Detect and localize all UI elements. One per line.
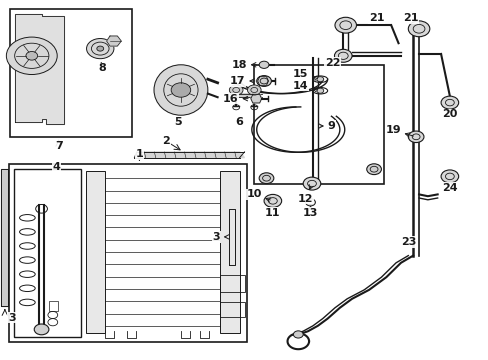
Text: 13: 13 <box>302 208 318 218</box>
Text: 24: 24 <box>441 183 457 193</box>
Bar <box>14 169 81 337</box>
Text: 19: 19 <box>385 125 413 137</box>
Bar <box>220 275 245 292</box>
Text: 1: 1 <box>135 149 143 159</box>
Text: 3: 3 <box>8 312 16 323</box>
Text: 17: 17 <box>229 76 254 86</box>
Circle shape <box>366 164 381 175</box>
Polygon shape <box>1 169 8 306</box>
Circle shape <box>259 61 268 68</box>
Bar <box>220 171 239 333</box>
Bar <box>9 164 246 342</box>
Circle shape <box>256 76 271 86</box>
Bar <box>49 301 58 311</box>
Bar <box>254 65 383 184</box>
Bar <box>85 171 105 333</box>
Circle shape <box>86 39 114 59</box>
Text: 11: 11 <box>264 208 280 218</box>
Bar <box>220 302 245 317</box>
Circle shape <box>305 199 315 206</box>
Circle shape <box>440 96 458 109</box>
Circle shape <box>6 37 57 75</box>
Circle shape <box>293 331 303 338</box>
Circle shape <box>334 17 356 33</box>
Text: 9: 9 <box>318 121 335 131</box>
Circle shape <box>407 131 423 143</box>
Circle shape <box>34 324 49 335</box>
Circle shape <box>171 83 190 97</box>
Circle shape <box>97 46 103 51</box>
Circle shape <box>247 85 261 95</box>
Text: 18: 18 <box>231 60 256 70</box>
Text: 20: 20 <box>441 109 457 120</box>
Circle shape <box>316 77 323 82</box>
Circle shape <box>334 49 351 62</box>
Text: 12: 12 <box>297 184 313 204</box>
Text: 21: 21 <box>368 13 384 23</box>
Text: 22: 22 <box>324 58 340 68</box>
Circle shape <box>264 194 281 207</box>
Circle shape <box>407 21 429 37</box>
Text: 16: 16 <box>223 94 247 104</box>
Polygon shape <box>106 36 121 46</box>
Text: 8: 8 <box>99 63 106 73</box>
Text: 7: 7 <box>55 141 62 151</box>
Circle shape <box>303 177 320 190</box>
Text: 4: 4 <box>52 162 60 172</box>
Circle shape <box>26 51 38 60</box>
Circle shape <box>229 85 243 95</box>
Circle shape <box>440 170 458 183</box>
Ellipse shape <box>154 65 207 115</box>
Polygon shape <box>134 152 244 158</box>
Text: 14: 14 <box>292 81 317 92</box>
Text: 21: 21 <box>402 13 418 23</box>
Text: 3: 3 <box>212 232 228 242</box>
Circle shape <box>259 173 273 184</box>
Circle shape <box>316 88 323 93</box>
Text: 5: 5 <box>174 117 182 127</box>
Polygon shape <box>229 94 261 97</box>
Text: 10: 10 <box>246 189 270 202</box>
Text: 15: 15 <box>292 69 317 80</box>
Polygon shape <box>228 209 234 265</box>
Polygon shape <box>250 94 261 103</box>
Text: 23: 23 <box>400 237 415 247</box>
Polygon shape <box>15 14 63 124</box>
Polygon shape <box>257 77 268 85</box>
Text: 6: 6 <box>235 117 243 127</box>
Text: 2: 2 <box>162 136 170 146</box>
Bar <box>10 9 132 137</box>
